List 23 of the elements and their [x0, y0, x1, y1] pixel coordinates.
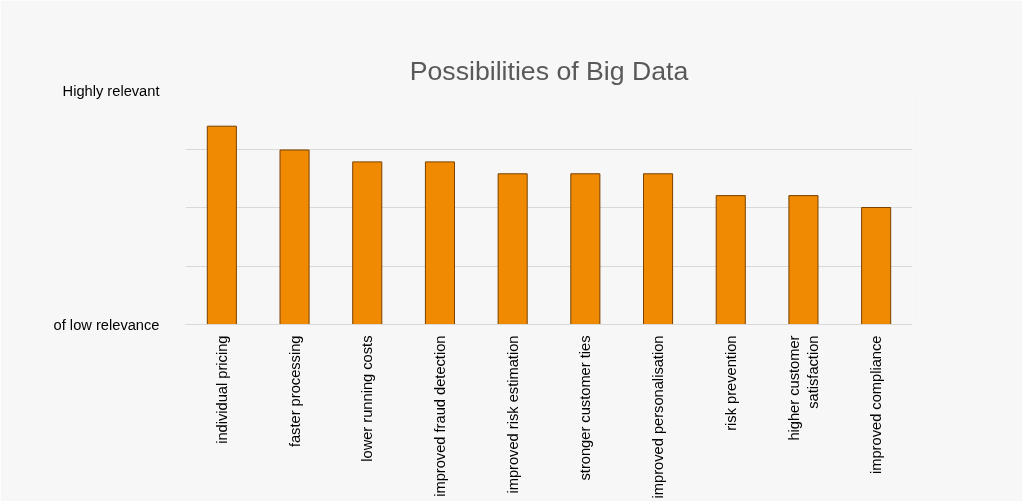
x-tick-label: higher customer satisfaction — [785, 335, 822, 441]
text: Highly relevant — [62, 82, 160, 99]
bar — [206, 125, 237, 325]
x-tick-label: risk prevention — [722, 335, 739, 431]
bar — [279, 149, 310, 325]
x-tick-label: improved fraud detection — [431, 335, 448, 497]
text: of low relevance — [53, 316, 160, 333]
x-tick-label: lower running costs — [359, 335, 376, 462]
bar — [861, 207, 892, 325]
bar — [424, 161, 455, 325]
bar — [570, 173, 601, 325]
bar — [788, 195, 819, 325]
bar — [715, 195, 746, 325]
x-tick-label: faster processing — [286, 335, 303, 448]
bar — [643, 173, 674, 325]
x-tick-label: improved risk estimation — [504, 335, 521, 494]
bar — [352, 161, 383, 325]
x-tick-label: individual pricing — [213, 335, 230, 444]
x-tick-label: improved compliance — [868, 335, 885, 474]
x-tick-label: stronger customer ties — [577, 335, 594, 481]
chart-title: Possibilities of Big Data — [409, 55, 689, 86]
x-tick-label: improved personalisation — [650, 335, 667, 499]
bar — [497, 173, 528, 325]
